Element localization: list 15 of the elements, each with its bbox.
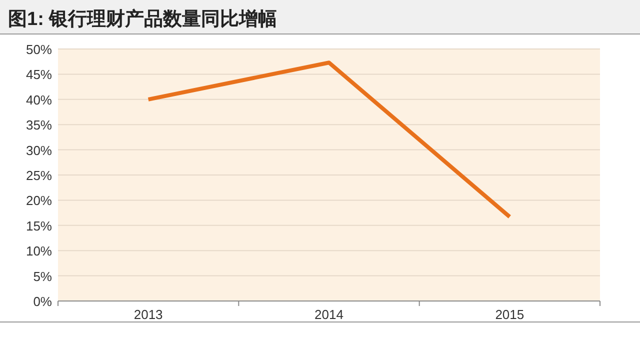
y-tick-label: 40%	[26, 92, 52, 108]
y-tick-label: 20%	[26, 193, 52, 208]
y-tick-label: 5%	[33, 268, 52, 284]
y-tick-label: 15%	[26, 218, 52, 234]
y-tick-label: 25%	[26, 168, 52, 183]
y-tick-label: 35%	[26, 118, 52, 133]
y-tick-label: 0%	[33, 294, 52, 309]
x-tick-label: 2015	[495, 307, 524, 322]
chart-title: 图1: 银行理财产品数量同比增幅	[8, 8, 278, 30]
x-tick-label: 2013	[134, 307, 163, 322]
y-tick-label: 45%	[26, 67, 52, 82]
x-tick-label: 2014	[314, 307, 344, 322]
y-tick-label: 10%	[26, 244, 52, 259]
y-tick-label: 50%	[26, 42, 52, 57]
y-tick-label: 30%	[26, 142, 52, 158]
